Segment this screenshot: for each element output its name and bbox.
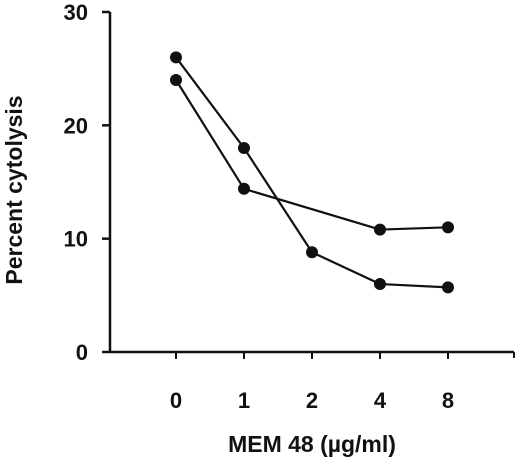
x-tick-label-2: 2: [306, 388, 318, 413]
series-1-point-8: [442, 281, 454, 294]
x-tick-label-0: 0: [170, 388, 182, 413]
y-tick-label-30: 30: [64, 0, 88, 25]
series-2-point-1: [238, 182, 250, 195]
x-tick-label-8: 8: [442, 388, 454, 413]
x-tick-label-4: 4: [374, 388, 387, 413]
axes: [108, 12, 514, 354]
x-axis-title: MEM 48 (µg/ml): [228, 431, 396, 457]
x-tick-label-1: 1: [238, 388, 250, 413]
ticks: 0 10 20 30 0 1 2 4 8: [64, 0, 515, 413]
series-1-point-2: [306, 246, 318, 259]
y-axis-title: Percent cytolysis: [1, 95, 27, 284]
series-1-point-0: [170, 51, 182, 64]
series-1-point-4: [374, 278, 386, 290]
series-2-point-4: [374, 223, 386, 236]
series-2-point-0: [170, 74, 182, 86]
y-tick-label-10: 10: [64, 227, 88, 252]
series-2-point-8: [442, 221, 454, 234]
series-2-line: [175, 79, 449, 231]
series-markers: [170, 51, 454, 294]
y-tick-label-0: 0: [76, 340, 88, 365]
y-tick-label-20: 20: [64, 113, 88, 138]
series-1-point-1: [238, 142, 250, 154]
